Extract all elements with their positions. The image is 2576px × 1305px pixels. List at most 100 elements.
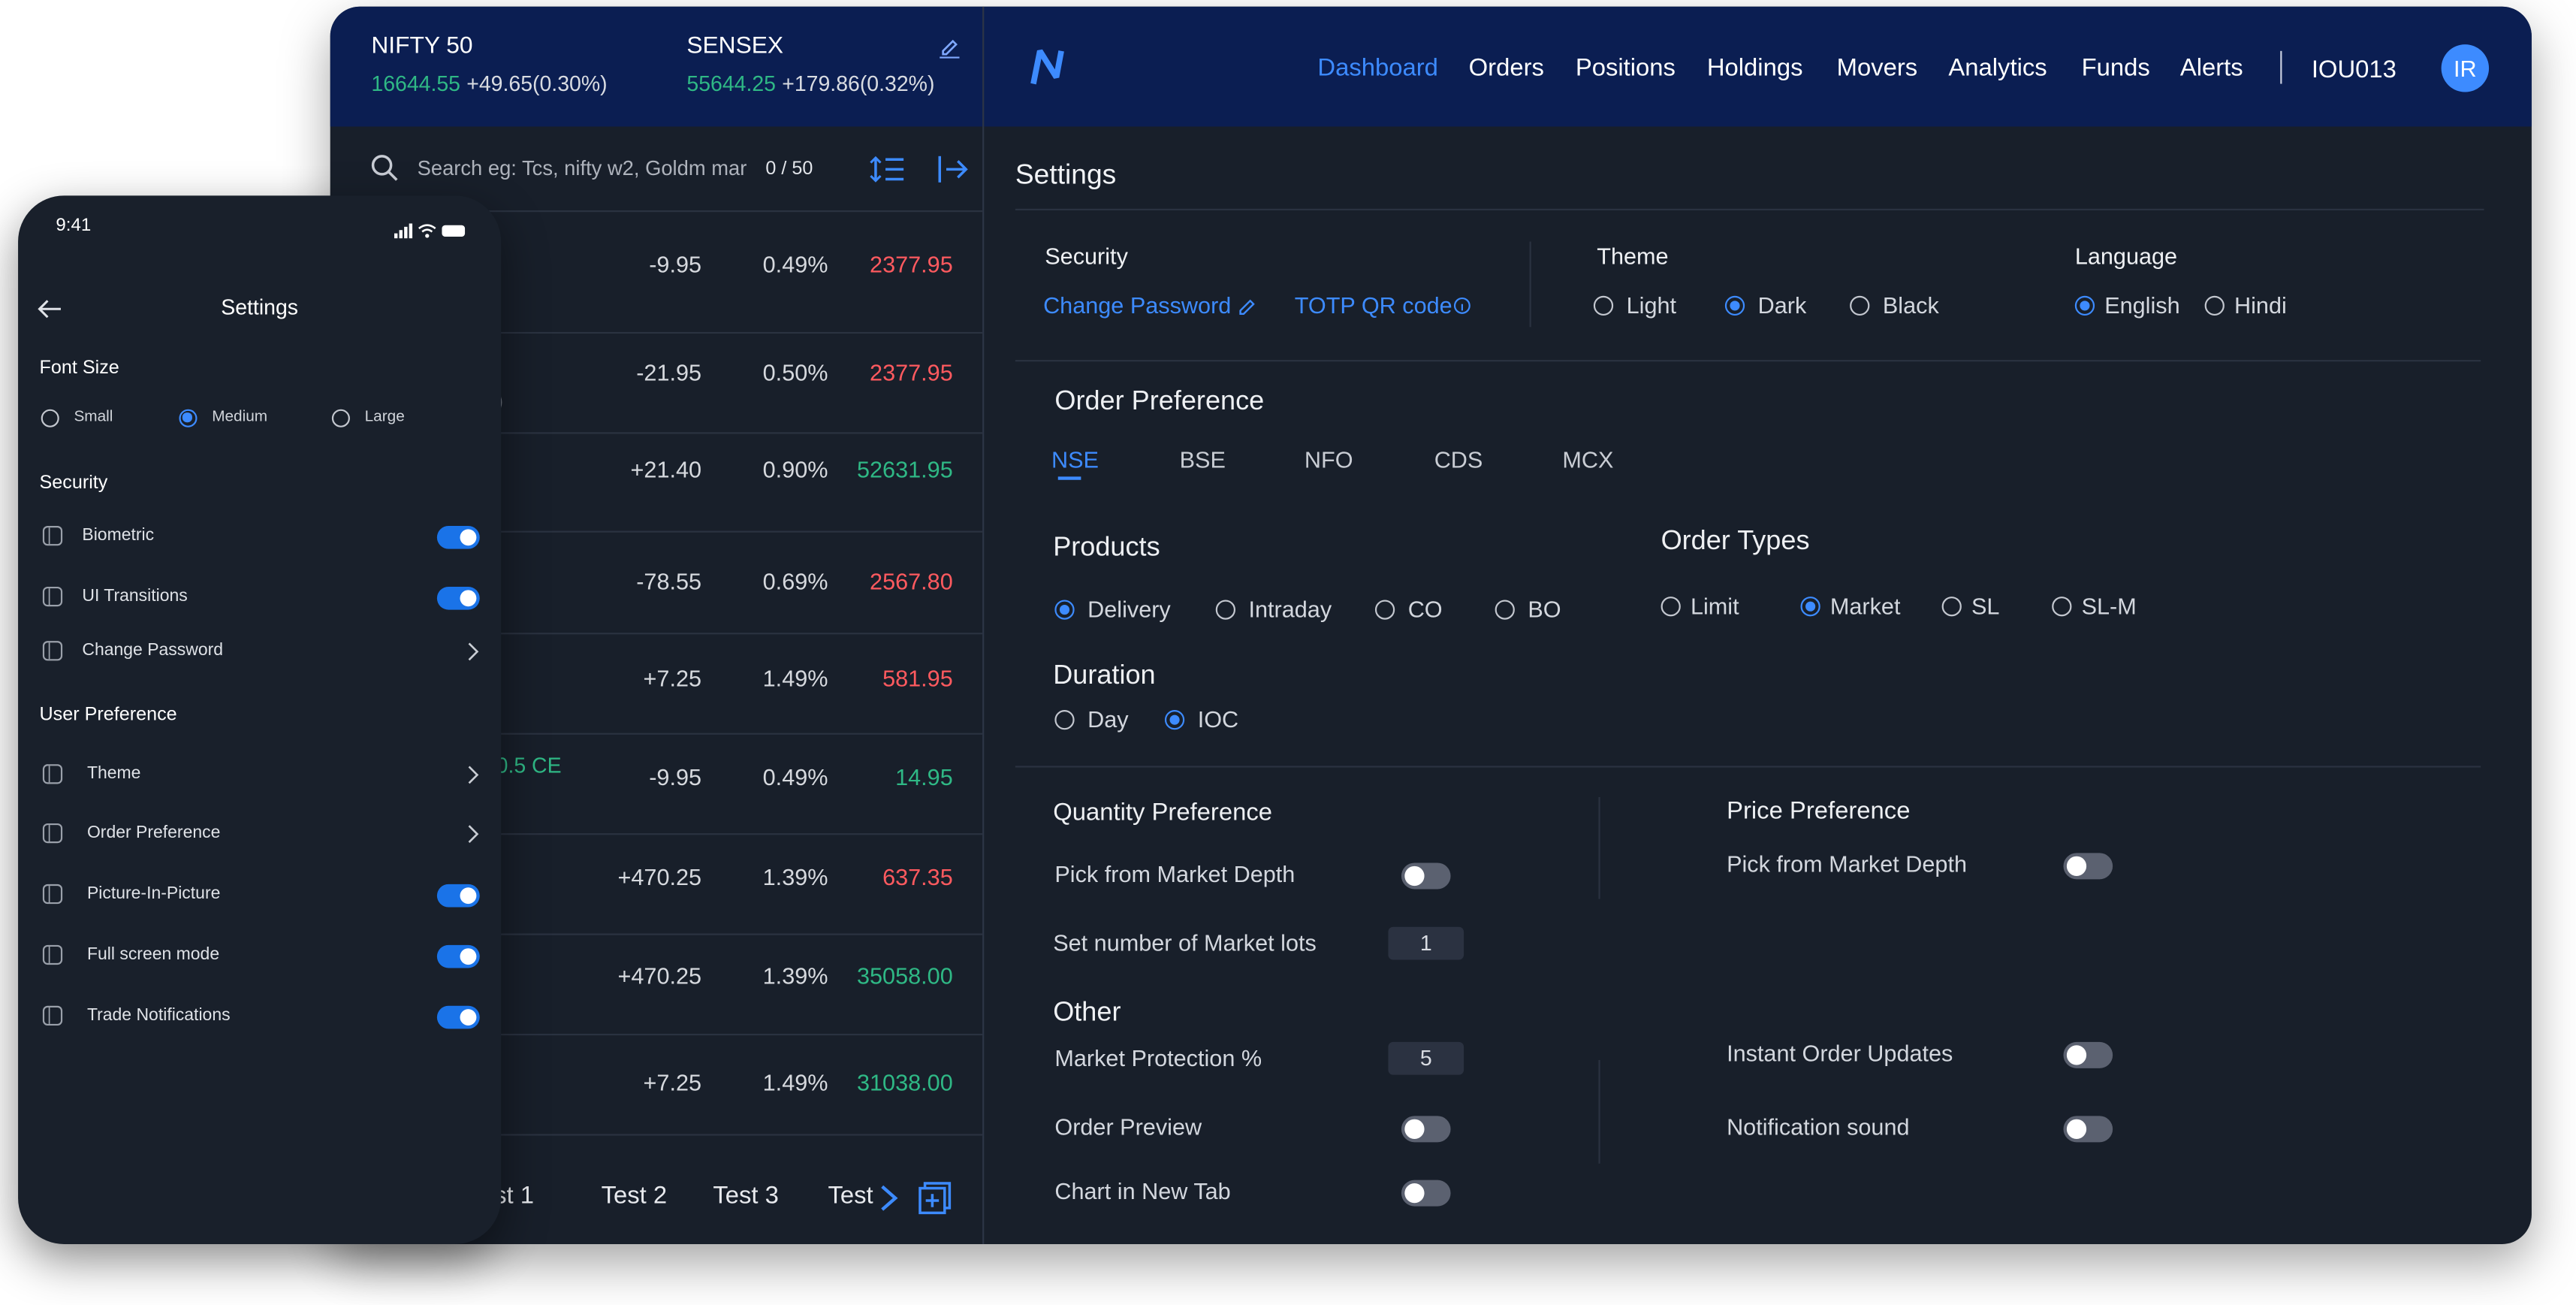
- exchange-tab[interactable]: NFO: [1304, 446, 1353, 473]
- net-change: -9.95: [649, 250, 702, 277]
- radio-button[interactable]: [1215, 600, 1235, 620]
- radio-button[interactable]: [1164, 710, 1185, 730]
- number-input[interactable]: 5: [1388, 1041, 1464, 1075]
- change-password-link[interactable]: Change Password: [1043, 292, 1232, 319]
- chevron-icon[interactable]: [468, 824, 479, 842]
- toggle-switch[interactable]: [2063, 1116, 2113, 1143]
- divider: [1598, 796, 1600, 899]
- option-label[interactable]: BO: [1528, 596, 1561, 623]
- radio-button[interactable]: [178, 408, 197, 427]
- next-tabs-icon[interactable]: [881, 1185, 898, 1211]
- toggle-knob: [2066, 856, 2087, 876]
- nav-link[interactable]: Funds: [2081, 54, 2150, 83]
- option-label[interactable]: Large: [364, 408, 405, 427]
- option-label[interactable]: Hindi: [2234, 292, 2287, 319]
- nav-link[interactable]: Orders: [1468, 54, 1544, 83]
- option-label[interactable]: Market: [1829, 592, 1901, 619]
- collapse-icon[interactable]: [938, 156, 968, 183]
- top-bar: [330, 6, 2532, 127]
- nav-link[interactable]: Positions: [1575, 54, 1676, 83]
- option-label[interactable]: Medium: [212, 408, 268, 427]
- setting-label: Order Preview: [1054, 1113, 1202, 1140]
- chevron-icon[interactable]: [468, 765, 479, 784]
- toggle-switch[interactable]: [2063, 853, 2113, 880]
- setting-label: Biometric: [82, 525, 155, 545]
- setting-icon: [42, 586, 63, 607]
- toggle-switch[interactable]: [2063, 1041, 2113, 1068]
- option-label[interactable]: IOC: [1197, 705, 1239, 733]
- exchange-tab[interactable]: NSE: [1051, 446, 1099, 473]
- option-label[interactable]: Limit: [1690, 592, 1739, 619]
- radio-button[interactable]: [1593, 295, 1614, 316]
- add-watchlist-icon[interactable]: [918, 1182, 952, 1215]
- toggle-switch[interactable]: [436, 586, 480, 610]
- toggle-switch[interactable]: [436, 1005, 480, 1029]
- radio-button[interactable]: [1850, 295, 1870, 316]
- logo[interactable]: [1030, 49, 1066, 86]
- user-id[interactable]: IOU013: [2311, 56, 2397, 84]
- watchlist-tab[interactable]: Test 3: [713, 1181, 779, 1210]
- radio-button[interactable]: [1800, 597, 1820, 617]
- toggle-switch[interactable]: [436, 944, 480, 968]
- toggle-switch[interactable]: [436, 526, 480, 549]
- nav-link[interactable]: Holdings: [1706, 54, 1803, 83]
- radio-button[interactable]: [1054, 710, 1075, 730]
- divider: [330, 530, 983, 533]
- option-label[interactable]: Dark: [1757, 292, 1807, 319]
- divider: [330, 933, 983, 935]
- radio-button[interactable]: [1374, 600, 1395, 620]
- radio-button[interactable]: [1495, 600, 1515, 620]
- net-change: +7.25: [643, 1069, 702, 1096]
- next-tabs-icon-part: [881, 1185, 898, 1211]
- radio-button[interactable]: [1661, 597, 1681, 617]
- nav-link[interactable]: Alerts: [2179, 54, 2243, 83]
- option-label[interactable]: Black: [1882, 292, 1939, 319]
- exchange-tab[interactable]: BSE: [1179, 446, 1226, 473]
- radio-button[interactable]: [1941, 597, 1962, 617]
- radio-button[interactable]: [1054, 600, 1075, 620]
- option-label[interactable]: Small: [74, 408, 113, 427]
- option-label[interactable]: SL: [1971, 592, 2000, 619]
- radio-button[interactable]: [40, 408, 59, 427]
- radio-button[interactable]: [2074, 295, 2095, 316]
- toggle-switch[interactable]: [1401, 862, 1451, 890]
- toggle-switch[interactable]: [1401, 1180, 1451, 1207]
- edit-icon[interactable]: [940, 38, 960, 59]
- add-watchlist-icon-part: [918, 1186, 946, 1215]
- toggle-switch[interactable]: [1401, 1116, 1451, 1143]
- nav-link[interactable]: Dashboard: [1317, 54, 1438, 83]
- avatar-initials: IR: [2454, 54, 2477, 81]
- back-icon[interactable]: [38, 299, 61, 319]
- option-label[interactable]: English: [2104, 292, 2180, 319]
- radio-button[interactable]: [2204, 295, 2225, 316]
- radio-button[interactable]: [1724, 295, 1745, 316]
- watchlist-tab[interactable]: Test 2: [601, 1181, 668, 1210]
- sort-icon[interactable]: [870, 156, 904, 183]
- nav-link[interactable]: Movers: [1836, 54, 1918, 83]
- radio-button[interactable]: [330, 408, 349, 427]
- collapse-icon-part: [957, 160, 968, 179]
- toggle-switch[interactable]: [436, 884, 480, 908]
- exchange-tab[interactable]: MCX: [1562, 446, 1614, 473]
- option-label[interactable]: SL-M: [2081, 592, 2137, 619]
- net-change: -78.55: [636, 568, 702, 595]
- totp-link[interactable]: TOTP QR code: [1294, 292, 1452, 319]
- radio-button[interactable]: [2052, 597, 2072, 617]
- option-label[interactable]: Delivery: [1087, 596, 1171, 623]
- avatar[interactable]: IR: [2441, 44, 2490, 92]
- option-label[interactable]: CO: [1407, 596, 1443, 623]
- index-price: 16644.55: [371, 71, 461, 96]
- search-input[interactable]: Search eg: Tcs, nifty w2, Goldm mar: [417, 156, 747, 180]
- option-label[interactable]: Day: [1087, 705, 1129, 733]
- exchange-tab[interactable]: CDS: [1434, 446, 1483, 473]
- setting-label: Market Protection %: [1054, 1044, 1262, 1071]
- watchlist-tab[interactable]: Test: [828, 1181, 873, 1210]
- number-input[interactable]: 1: [1388, 926, 1464, 960]
- nav-link[interactable]: Analytics: [1948, 54, 2047, 83]
- option-label[interactable]: Light: [1626, 292, 1677, 319]
- edit-icon[interactable]: [1238, 297, 1256, 315]
- screen-title: Settings: [221, 295, 299, 319]
- option-label[interactable]: Intraday: [1248, 596, 1332, 623]
- index-change: +179.86(0.32%): [782, 71, 935, 96]
- chevron-icon[interactable]: [468, 642, 479, 660]
